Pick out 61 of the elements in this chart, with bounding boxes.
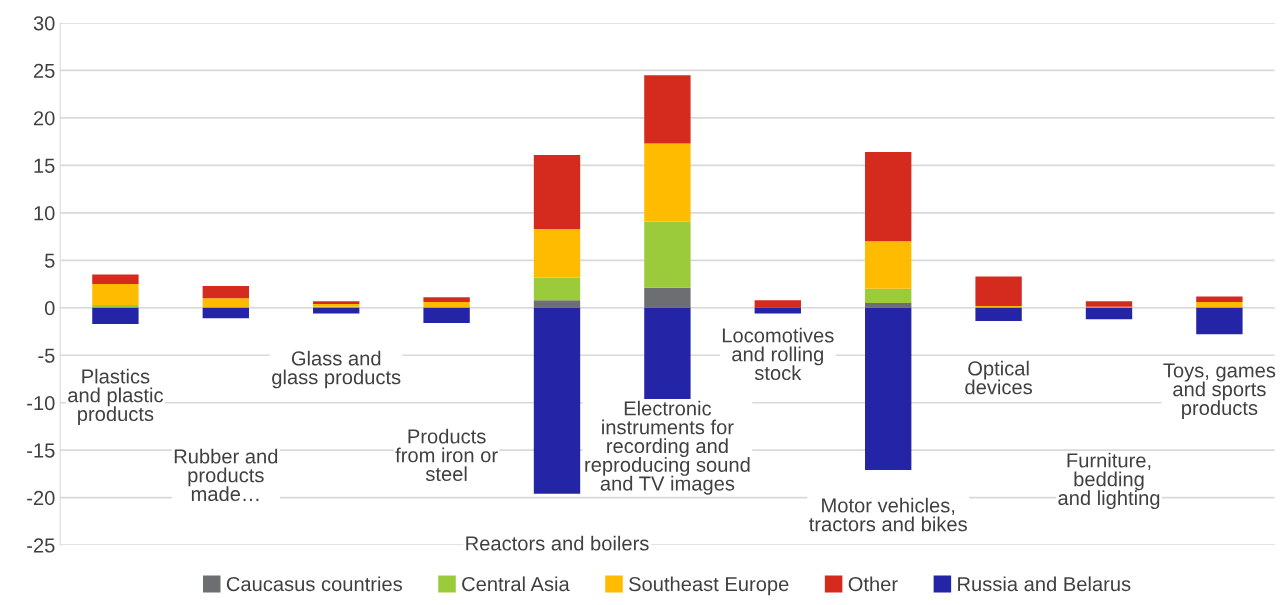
bar	[644, 143, 691, 222]
bar	[202, 285, 249, 299]
x-tick-label: Reactors and boilers	[466, 535, 649, 551]
x-tick-label: Furniture, bedding and lighting	[1058, 452, 1160, 510]
bar	[644, 307, 691, 399]
y-tick-label: 25	[33, 63, 55, 78]
bar	[202, 298, 249, 308]
y-tick-label: 10	[34, 206, 55, 221]
bar	[533, 228, 581, 278]
bar	[1085, 301, 1133, 307]
x-tick-label: Electronic instruments for recording and reproducing sound and TV images	[585, 400, 750, 495]
bar	[644, 287, 691, 308]
bar	[1196, 296, 1243, 303]
legend-label: Caucasus countries	[226, 576, 402, 592]
bar	[423, 302, 470, 308]
bar	[533, 307, 581, 494]
bar	[644, 75, 691, 144]
bar	[202, 307, 249, 319]
y-tick-label: 0	[44, 301, 55, 316]
y-tick-label: -15	[27, 443, 55, 458]
x-tick-label: Toys, games and sports products	[1163, 363, 1276, 420]
x-tick-label: Motor vehicles, tractors and bikes	[809, 497, 967, 532]
legend-label: Southeast Europe	[629, 576, 789, 596]
y-tick-label: -5	[38, 348, 55, 363]
bar	[533, 277, 581, 301]
legend-label: Central Asia	[462, 576, 570, 592]
x-tick-label: Glass and glass products	[272, 350, 401, 389]
y-tick-label: 30	[33, 16, 55, 31]
legend-label: Russia and Belarus	[958, 576, 1131, 592]
x-tick-label: Rubber and products made…	[174, 448, 278, 502]
bar	[92, 304, 139, 308]
bar	[1196, 302, 1243, 308]
bar	[644, 221, 691, 288]
bar	[92, 307, 139, 324]
bar	[865, 303, 912, 308]
bar	[865, 288, 912, 304]
bar	[865, 241, 912, 289]
x-tick-label: Plastics and plastic products	[68, 368, 164, 426]
x-tick-label: Optical devices	[965, 360, 1033, 395]
x-tick-label: Locomotives and rolling stock	[722, 327, 834, 381]
bar	[92, 284, 139, 305]
bar	[975, 307, 1022, 322]
bar	[754, 300, 801, 308]
legend-label: Other	[848, 576, 898, 592]
bar	[865, 307, 912, 471]
bar	[1196, 307, 1243, 335]
y-tick-label: 20	[33, 111, 55, 126]
bar	[533, 300, 581, 308]
bar	[865, 152, 912, 242]
bar	[92, 274, 139, 285]
bar	[1085, 307, 1133, 320]
y-tick-label: -20	[27, 490, 55, 506]
bar	[533, 154, 581, 229]
y-tick-label: -25	[27, 538, 55, 553]
y-tick-label: -10	[27, 395, 55, 411]
y-tick-label: 5	[44, 253, 55, 268]
bar	[423, 307, 470, 323]
x-tick-label: Products from iron or steel	[395, 428, 498, 482]
y-tick-label: 15	[34, 158, 55, 173]
bar	[975, 276, 1022, 306]
bar	[423, 297, 470, 303]
